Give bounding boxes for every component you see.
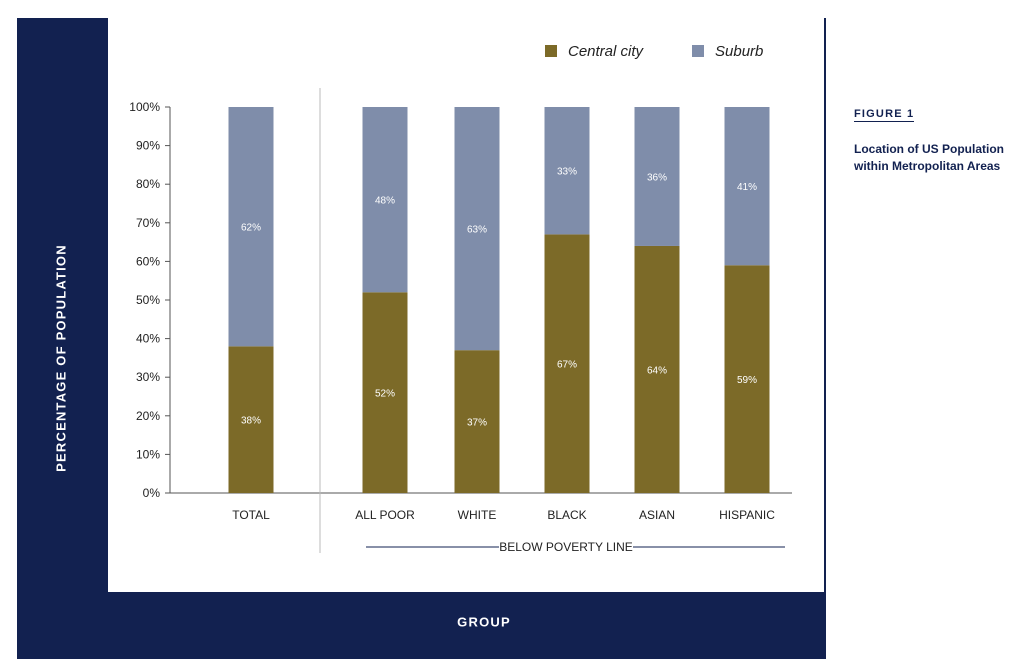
data-label: 33% bbox=[557, 167, 577, 178]
data-label: 52% bbox=[375, 389, 395, 400]
y-tick-label: 80% bbox=[136, 177, 160, 191]
data-label: 36% bbox=[647, 172, 667, 183]
bar-suburb bbox=[362, 107, 408, 293]
y-tick-label: 30% bbox=[136, 370, 160, 384]
bar-central-city bbox=[454, 350, 500, 493]
bar-central-city bbox=[228, 346, 274, 493]
data-label: 67% bbox=[557, 360, 577, 371]
y-tick-label: 100% bbox=[129, 100, 160, 114]
legend-label: Suburb bbox=[715, 43, 763, 60]
bar-suburb bbox=[454, 107, 500, 351]
y-tick-label: 50% bbox=[136, 293, 160, 307]
bar-central-city bbox=[544, 234, 590, 493]
bar-central-city bbox=[634, 245, 680, 493]
figure-number: FIGURE 1 bbox=[854, 108, 915, 122]
y-tick-label: 90% bbox=[136, 139, 160, 153]
figure-title: Location of US Population within Metropo… bbox=[854, 142, 1004, 173]
legend-label: Central city bbox=[568, 43, 645, 60]
bar-central-city bbox=[724, 265, 770, 493]
data-label: 59% bbox=[737, 375, 757, 386]
data-label: 37% bbox=[467, 418, 487, 429]
x-tick-label: BLACK bbox=[547, 508, 586, 522]
y-tick-label: 0% bbox=[143, 486, 161, 500]
x-axis-title: GROUP bbox=[457, 614, 511, 630]
data-label: 64% bbox=[647, 365, 667, 376]
bar-suburb bbox=[724, 107, 770, 266]
x-tick-label: HISPANIC bbox=[719, 508, 775, 522]
y-axis-title: PERCENTAGE OF POPULATION bbox=[53, 244, 69, 472]
data-label: 38% bbox=[241, 416, 261, 427]
data-label: 63% bbox=[467, 225, 487, 236]
y-tick-label: 60% bbox=[136, 254, 160, 268]
legend-swatch bbox=[692, 45, 704, 57]
bar-central-city bbox=[362, 292, 408, 493]
x-tick-label: ALL POOR bbox=[355, 508, 415, 522]
y-tick-label: 70% bbox=[136, 216, 160, 230]
y-tick-label: 10% bbox=[136, 447, 160, 461]
data-label: 41% bbox=[737, 182, 757, 193]
legend-swatch bbox=[545, 45, 557, 57]
x-tick-label: WHITE bbox=[458, 508, 497, 522]
bar-suburb bbox=[634, 107, 680, 246]
x-tick-label: ASIAN bbox=[639, 508, 675, 522]
data-label: 62% bbox=[241, 223, 261, 234]
y-tick-label: 40% bbox=[136, 332, 160, 346]
y-tick-label: 20% bbox=[136, 409, 160, 423]
data-label: 48% bbox=[375, 196, 395, 207]
group-label: BELOW POVERTY LINE bbox=[499, 540, 633, 554]
bar-suburb bbox=[228, 107, 274, 347]
x-tick-label: TOTAL bbox=[232, 508, 270, 522]
bar-suburb bbox=[544, 107, 590, 235]
